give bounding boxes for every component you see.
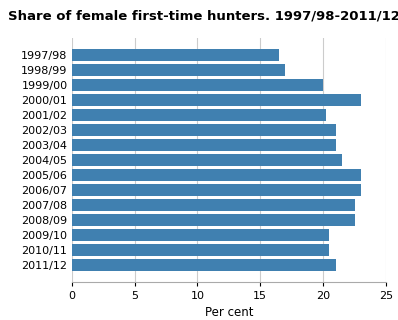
- Bar: [72, 124, 336, 136]
- Bar: [72, 184, 361, 196]
- Bar: [72, 139, 336, 151]
- Bar: [72, 154, 342, 166]
- Bar: [72, 50, 279, 61]
- Bar: [72, 94, 361, 106]
- X-axis label: Per cent: Per cent: [205, 306, 253, 319]
- Bar: [72, 244, 330, 256]
- Text: Share of female first-time hunters. 1997/98-2011/12. Per cent: Share of female first-time hunters. 1997…: [8, 10, 398, 23]
- Bar: [72, 199, 355, 211]
- Bar: [72, 109, 326, 121]
- Bar: [72, 169, 361, 181]
- Bar: [72, 259, 336, 270]
- Bar: [72, 79, 323, 91]
- Bar: [72, 214, 355, 226]
- Bar: [72, 64, 285, 76]
- Bar: [72, 229, 330, 241]
